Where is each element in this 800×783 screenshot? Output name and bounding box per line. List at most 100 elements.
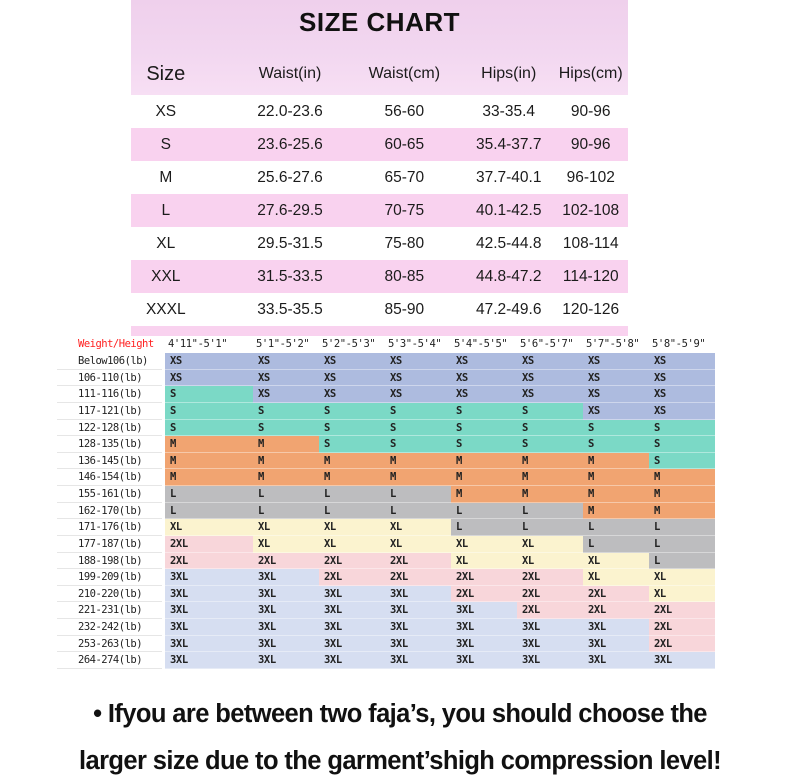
matrix-row: 122-128(lb) S S S S S S S S <box>57 419 717 437</box>
size-chart-header: SIZE CHART Size Waist(in) Waist(cm) Hips(in… <box>131 0 628 95</box>
matrix-size-cell: M <box>165 452 253 470</box>
matrix-size-cell: 3XL <box>253 652 319 669</box>
matrix-size-cell: XS <box>253 353 319 370</box>
size-chart-cell: 40.1-42.5 <box>475 202 542 219</box>
matrix-row-label: 188-198(lb) <box>57 552 162 570</box>
matrix-size-cell: XS <box>583 402 649 420</box>
size-chart-cell: 23.6-25.6 <box>257 136 323 153</box>
matrix-row-label: 117-121(lb) <box>57 402 162 420</box>
matrix-size-cell: L <box>649 519 715 536</box>
matrix-size-cell: 2XL <box>165 535 253 553</box>
matrix-height-header: 5'4"-5'5" <box>454 338 508 350</box>
size-chart-column-headers: Size Waist(in) Waist(cm) Hips(in) Hips(cm) <box>131 59 628 89</box>
size-chart-cell: L <box>161 202 171 219</box>
matrix-size-cell: M <box>385 469 451 486</box>
matrix-row-label: 162-170(lb) <box>57 502 162 520</box>
matrix-size-cell: XL <box>451 535 517 553</box>
matrix-size-cell: 2XL <box>451 569 517 586</box>
matrix-row-label: 210-220(lb) <box>57 585 162 603</box>
matrix-size-cell: 3XL <box>165 569 253 586</box>
matrix-size-cell: 2XL <box>319 552 385 570</box>
matrix-size-cell: M <box>649 486 715 503</box>
matrix-row-label: 253-263(lb) <box>57 635 162 653</box>
matrix-size-cell: XS <box>319 386 385 403</box>
matrix-size-cell: XS <box>583 386 649 403</box>
size-chart-cell: XL <box>156 235 176 252</box>
matrix-size-cell: 2XL <box>385 552 451 570</box>
matrix-size-cell: XL <box>385 519 451 536</box>
matrix-row: 210-220(lb) 3XL 3XL 3XL 3XL 2XL 2XL 2XL XL <box>57 585 717 603</box>
matrix-size-cell: 2XL <box>451 585 517 603</box>
matrix-size-cell: XL <box>451 552 517 570</box>
matrix-row: 264-274(lb) 3XL 3XL 3XL 3XL 3XL 3XL 3XL 3XL <box>57 652 717 669</box>
matrix-row: 232-242(lb) 3XL 3XL 3XL 3XL 3XL 3XL 3XL 2XL <box>57 619 717 636</box>
matrix-size-cell: XL <box>583 569 649 586</box>
matrix-size-cell: S <box>583 419 649 437</box>
size-chart-cell: 75-80 <box>384 235 425 252</box>
matrix-size-cell: L <box>517 519 583 536</box>
size-chart-cell: 65-70 <box>384 169 425 186</box>
matrix-size-cell: 3XL <box>451 619 517 636</box>
size-chart-bottom-strip <box>131 326 628 337</box>
matrix-row: 253-263(lb) 3XL 3XL 3XL 3XL 3XL 3XL 3XL 2XL <box>57 635 717 653</box>
matrix-row: 155-161(lb) L L L L M M M M <box>57 486 717 503</box>
matrix-size-cell: XL <box>253 519 319 536</box>
matrix-row-label: 221-231(lb) <box>57 602 162 619</box>
size-chart-cell: 35.4-37.7 <box>475 136 542 153</box>
matrix-size-cell: 3XL <box>253 602 319 619</box>
matrix-size-cell: 3XL <box>385 652 451 669</box>
matrix-size-cell: M <box>165 469 253 486</box>
size-chart-cell: 33-35.4 <box>482 103 536 120</box>
matrix-height-header: 5'6"-5'7" <box>520 338 574 350</box>
matrix-row-label: 199-209(lb) <box>57 569 162 586</box>
matrix-size-cell: L <box>165 502 253 520</box>
size-chart-cell: 70-75 <box>384 202 425 219</box>
matrix-size-cell: XS <box>649 402 715 420</box>
matrix-size-cell: XS <box>451 386 517 403</box>
matrix-size-cell: M <box>319 469 385 486</box>
size-chart-cell: 60-65 <box>384 136 425 153</box>
matrix-size-cell: S <box>165 419 253 437</box>
matrix-size-cell: 3XL <box>165 602 253 619</box>
matrix-size-cell: 3XL <box>165 652 253 669</box>
matrix-size-cell: XS <box>517 353 583 370</box>
matrix-size-cell: XS <box>649 386 715 403</box>
matrix-size-cell: XS <box>451 353 517 370</box>
size-chart-title: SIZE CHART <box>299 7 460 37</box>
matrix-height-header: 5'3"-5'4" <box>388 338 442 350</box>
matrix-size-cell: XS <box>319 353 385 370</box>
matrix-size-cell: XL <box>385 535 451 553</box>
matrix-row-label: 106-110(lb) <box>57 369 162 387</box>
matrix-size-cell: 3XL <box>385 619 451 636</box>
matrix-size-cell: 3XL <box>253 635 319 653</box>
matrix-size-cell: 3XL <box>517 652 583 669</box>
matrix-row-label: 155-161(lb) <box>57 486 162 503</box>
matrix-size-cell: L <box>649 552 715 570</box>
matrix-size-cell: XS <box>517 369 583 387</box>
matrix-size-cell: 2XL <box>517 602 583 619</box>
matrix-size-cell: 2XL <box>583 585 649 603</box>
size-chart-cell: 37.7-40.1 <box>475 169 542 186</box>
matrix-size-cell: 3XL <box>319 585 385 603</box>
matrix-size-cell: 3XL <box>319 652 385 669</box>
matrix-size-cell: M <box>319 452 385 470</box>
matrix-size-cell: S <box>385 402 451 420</box>
size-chart-row: L 27.6-29.5 70-75 40.1-42.5 102-108 <box>131 194 628 227</box>
matrix-size-cell: 2XL <box>385 569 451 586</box>
matrix-row: 199-209(lb) 3XL 3XL 2XL 2XL 2XL 2XL XL XL <box>57 569 717 586</box>
matrix-size-cell: S <box>517 402 583 420</box>
matrix-size-cell: XS <box>583 353 649 370</box>
matrix-height-header: 5'8"-5'9" <box>652 338 706 350</box>
size-chart-cell: 44.8-47.2 <box>475 268 542 285</box>
matrix-row-label: 177-187(lb) <box>57 535 162 553</box>
matrix-size-cell: XL <box>649 585 715 603</box>
matrix-body: Below106(lb) XS XS XS XS XS XS XS XS 106-110(lb) X… <box>57 353 717 669</box>
matrix-row: 146-154(lb) M M M M M M M M <box>57 469 717 486</box>
size-chart-column-header: Hips(in) <box>481 65 537 82</box>
matrix-size-cell: L <box>649 535 715 553</box>
size-chart-row: XS 22.0-23.6 56-60 33-35.4 90-96 <box>131 95 628 128</box>
matrix-size-cell: XL <box>649 569 715 586</box>
matrix-size-cell: M <box>583 486 649 503</box>
matrix-size-cell: M <box>583 469 649 486</box>
